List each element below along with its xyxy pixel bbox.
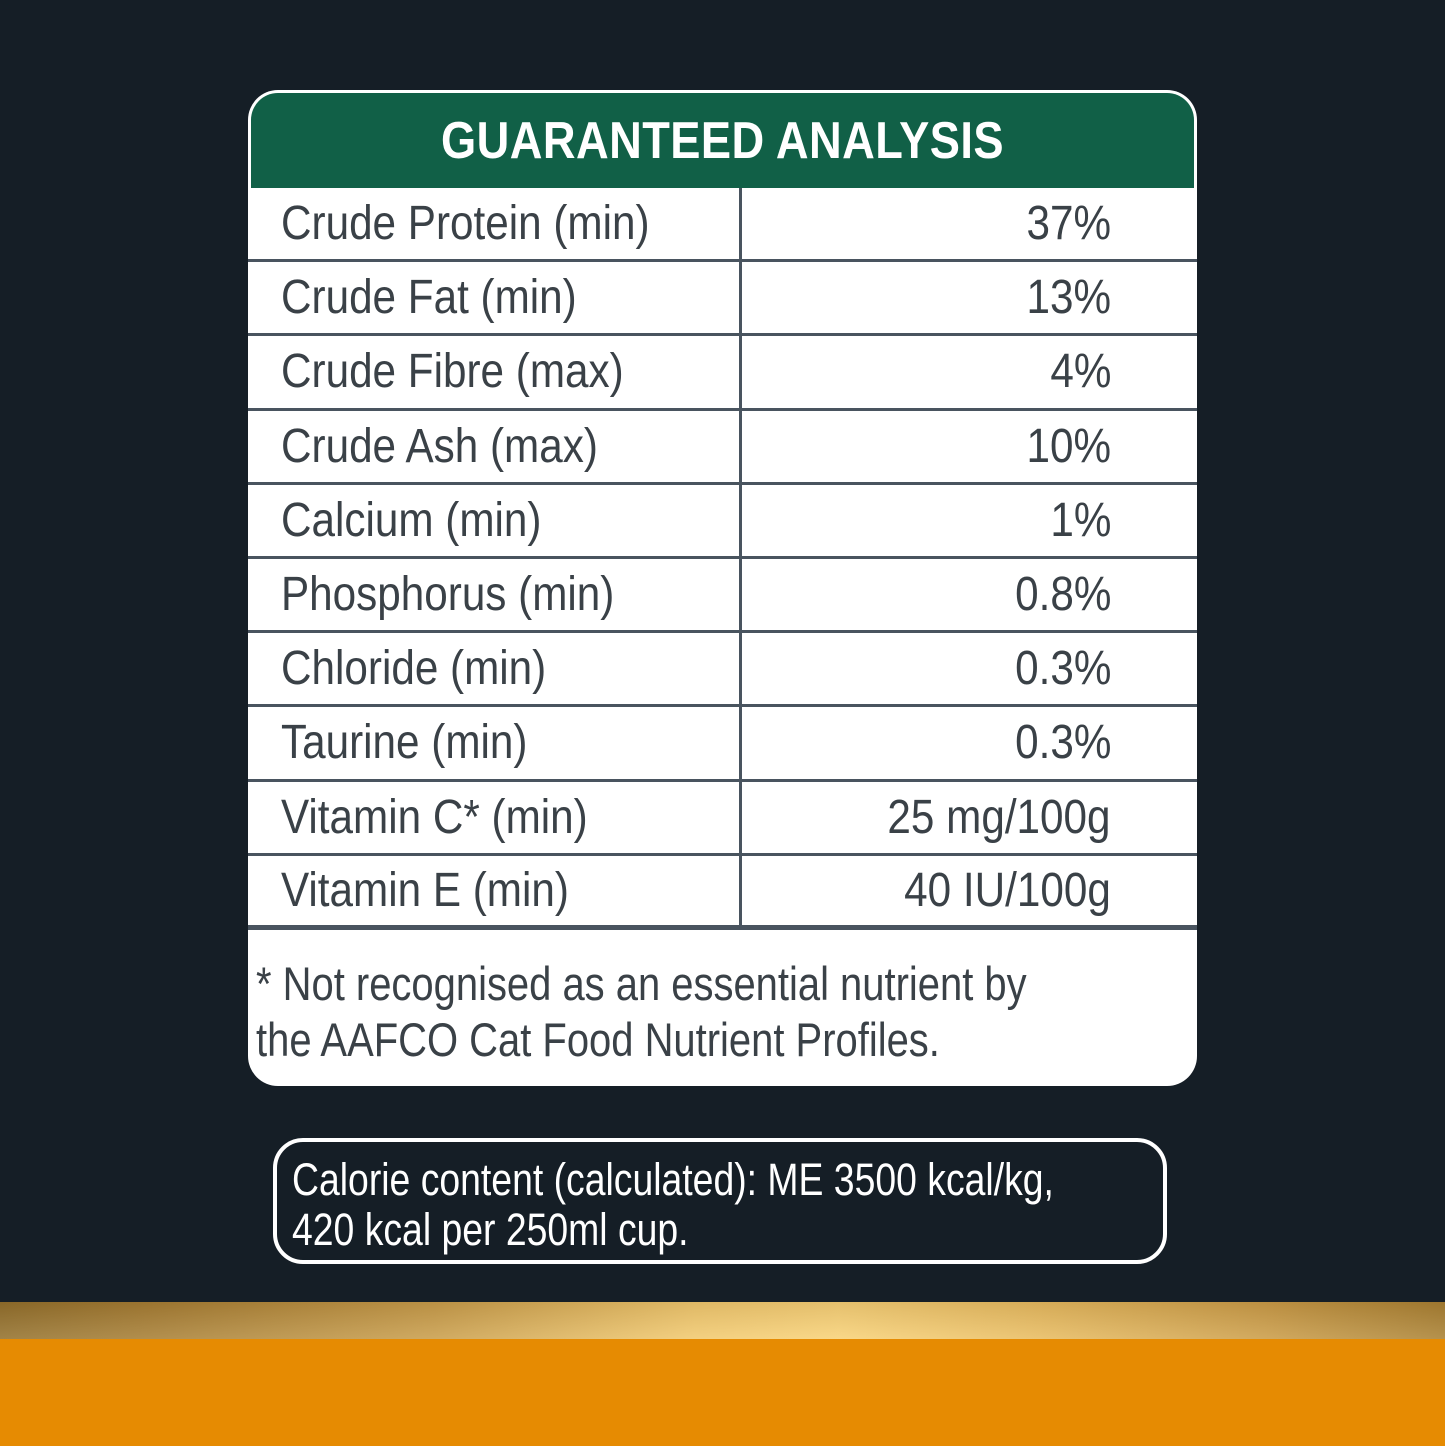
nutrient-value-cell: 0.3% xyxy=(739,633,1197,705)
nutrient-value-cell: 25 mg/100g xyxy=(739,781,1197,853)
nutrient-label: Taurine (min) xyxy=(281,716,528,770)
nutrient-label: Phosphorus (min) xyxy=(281,568,615,622)
calorie-line-2: 420 kcal per 250ml cup. xyxy=(292,1204,689,1255)
table-row: Crude Fat (min) 13% xyxy=(248,262,1197,337)
nutrient-value: 4% xyxy=(1049,345,1111,399)
nutrient-label: Vitamin C* (min) xyxy=(281,790,588,844)
nutrient-value-cell: 10% xyxy=(739,410,1197,482)
nutrient-value-cell: 0.8% xyxy=(739,558,1197,631)
nutrient-value: 0.3% xyxy=(1014,642,1111,696)
table-row: Crude Fibre (max) 4% xyxy=(248,336,1197,411)
orange-footer-band xyxy=(0,1339,1445,1446)
table-row: Taurine (min) 0.3% xyxy=(248,707,1197,782)
nutrient-label-cell: Crude Protein (min) xyxy=(248,188,739,259)
nutrient-label-cell: Crude Fat (min) xyxy=(248,262,739,333)
calorie-content-box: Calorie content (calculated): ME 3500 kc… xyxy=(273,1138,1167,1264)
calorie-line-1: Calorie content (calculated): ME 3500 kc… xyxy=(292,1154,1054,1205)
nutrient-value-cell: 4% xyxy=(739,336,1197,408)
guaranteed-analysis-card: GUARANTEED ANALYSIS Crude Protein (min) … xyxy=(248,90,1197,1086)
nutrient-value: 0.8% xyxy=(1014,568,1111,622)
table-row: Crude Protein (min) 37% xyxy=(248,188,1197,263)
nutrient-value-cell: 37% xyxy=(739,188,1197,260)
table-row: Chloride (min) 0.3% xyxy=(248,633,1197,708)
nutrient-label: Crude Protein (min) xyxy=(281,197,650,251)
nutrient-label-cell: Vitamin C* (min) xyxy=(248,782,739,853)
nutrient-value: 25 mg/100g xyxy=(887,790,1111,844)
card-title: GUARANTEED ANALYSIS xyxy=(441,111,1004,170)
table-row: Vitamin C* (min) 25 mg/100g xyxy=(248,781,1197,856)
nutrient-value: 1% xyxy=(1049,493,1111,547)
footnote-line-2: the AAFCO Cat Food Nutrient Profiles. xyxy=(256,1012,940,1066)
nutrient-value: 40 IU/100g xyxy=(904,863,1111,917)
table-row: Crude Ash (max) 10% xyxy=(248,410,1197,485)
table-footnote: * Not recognised as an essential nutrien… xyxy=(256,956,1187,1068)
nutrient-value-cell: 1% xyxy=(739,484,1197,556)
nutrient-label-cell: Crude Ash (max) xyxy=(248,411,739,482)
table-row: Phosphorus (min) 0.8% xyxy=(248,558,1197,634)
footnote-line-1: * Not recognised as an essential nutrien… xyxy=(256,956,1027,1010)
nutrient-value: 0.3% xyxy=(1014,716,1111,770)
nutrient-label: Crude Ash (max) xyxy=(281,419,598,473)
nutrient-label: Crude Fat (min) xyxy=(281,271,577,325)
card-header: GUARANTEED ANALYSIS xyxy=(251,93,1194,188)
nutrient-value: 13% xyxy=(1026,271,1111,325)
nutrient-value-cell: 13% xyxy=(739,262,1197,334)
nutrient-label-cell: Calcium (min) xyxy=(248,485,739,556)
nutrient-label: Vitamin E (min) xyxy=(281,863,569,917)
nutrient-label-cell: Taurine (min) xyxy=(248,707,739,778)
nutrient-label-cell: Crude Fibre (max) xyxy=(248,336,739,407)
nutrient-value-cell: 40 IU/100g xyxy=(739,855,1197,925)
nutrient-label-cell: Phosphorus (min) xyxy=(248,559,739,630)
nutrient-label-cell: Vitamin E (min) xyxy=(248,856,739,925)
table-row: Vitamin E (min) 40 IU/100g xyxy=(248,855,1197,930)
nutrient-value: 37% xyxy=(1026,197,1111,251)
table-row: Calcium (min) 1% xyxy=(248,484,1197,559)
gold-gradient-band xyxy=(0,1302,1445,1339)
analysis-table: Crude Protein (min) 37% Crude Fat (min) … xyxy=(248,188,1197,930)
nutrient-value: 10% xyxy=(1026,419,1111,473)
nutrient-label: Calcium (min) xyxy=(281,493,542,547)
nutrient-label: Crude Fibre (max) xyxy=(281,345,624,399)
nutrient-label-cell: Chloride (min) xyxy=(248,633,739,704)
nutrient-value-cell: 0.3% xyxy=(739,707,1197,779)
nutrient-label: Chloride (min) xyxy=(281,642,547,696)
